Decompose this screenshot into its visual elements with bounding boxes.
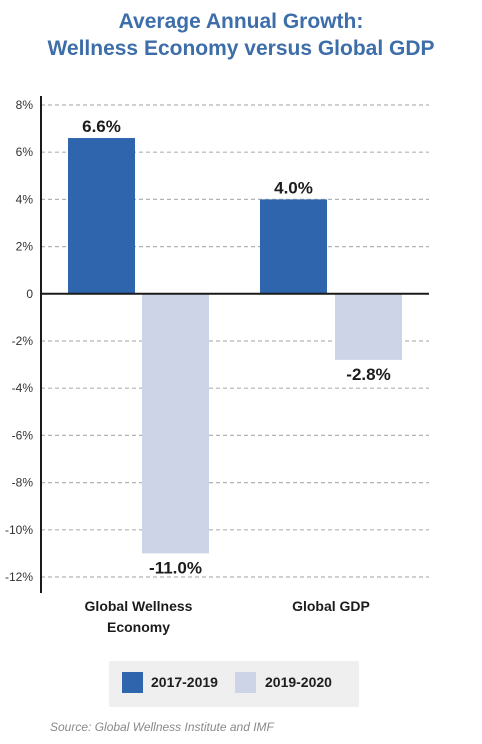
chart-title-line-1: Average Annual Growth:	[118, 10, 364, 33]
bar-2017-2019-global-gdp	[260, 199, 327, 294]
legend-label-2019-2020: 2019-2020	[265, 674, 332, 690]
legend-label-2017-2019: 2017-2019	[151, 674, 218, 690]
y-tick-label: 8%	[16, 98, 34, 112]
bar-2017-2019-global-wellness-economy	[68, 138, 135, 294]
bar-2019-2020-global-wellness-economy	[142, 293, 209, 554]
data-label: -11.0%	[149, 558, 202, 577]
y-tick-label: -4%	[12, 381, 34, 395]
bar-chart: 8% 6% 4% 2% 0 -2% -4% -6% -8% -10% -12% 6.6% 4.0% -11…	[5, 96, 429, 635]
y-tick-label: -12%	[5, 570, 33, 584]
y-tick-label: 6%	[16, 145, 34, 159]
y-tick-label: -6%	[12, 428, 34, 442]
legend: 2017-2019 2019-2020	[109, 661, 359, 707]
source-note: Source: Global Wellness Institute and IM…	[50, 720, 274, 734]
legend-swatch-2017-2019	[122, 672, 143, 693]
data-label: -2.8%	[346, 365, 390, 384]
bar-2019-2020-global-gdp	[335, 293, 402, 360]
category-label: Global Wellness Economy	[85, 598, 193, 635]
data-label: 6.6%	[82, 117, 121, 136]
y-tick-label: -8%	[12, 476, 34, 490]
y-tick-label: 2%	[16, 240, 34, 254]
y-tick-label: -2%	[12, 334, 34, 348]
chart-title-line-2: Wellness Economy versus Global GDP	[47, 37, 435, 60]
y-tick-label: -10%	[5, 523, 33, 537]
y-tick-label: 4%	[16, 192, 34, 206]
legend-swatch-2019-2020	[235, 672, 256, 693]
category-label: Global GDP	[292, 598, 370, 614]
y-tick-label: 0	[26, 287, 33, 301]
data-label: 4.0%	[274, 178, 313, 197]
